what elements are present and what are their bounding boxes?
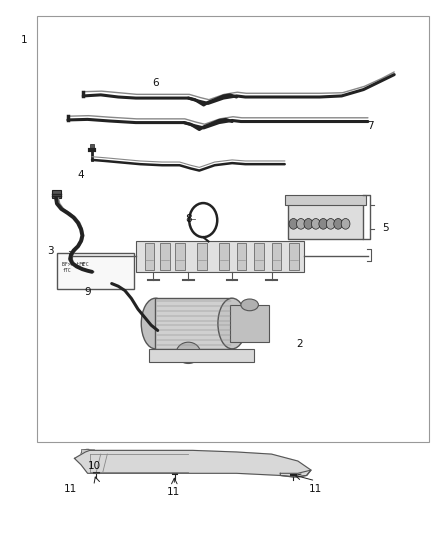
Bar	[207, 241, 212, 245]
Bar	[289, 243, 299, 270]
Bar	[197, 243, 207, 270]
Ellipse shape	[241, 299, 258, 311]
Bar	[254, 243, 264, 270]
Bar	[149, 349, 254, 362]
Bar	[155, 298, 232, 349]
Text: 2: 2	[297, 339, 304, 349]
Text: 3: 3	[47, 246, 54, 255]
Bar	[219, 243, 229, 270]
Text: 11: 11	[64, 484, 77, 494]
Bar	[237, 243, 246, 270]
Bar	[90, 144, 94, 149]
Text: 4: 4	[78, 170, 85, 180]
Text: 11: 11	[166, 488, 180, 497]
Text: fTC: fTC	[62, 268, 71, 273]
Ellipse shape	[176, 342, 200, 364]
Text: 1: 1	[21, 35, 28, 45]
Circle shape	[326, 219, 335, 229]
Polygon shape	[280, 470, 311, 477]
Bar	[88, 267, 98, 274]
Bar	[175, 243, 185, 270]
Ellipse shape	[141, 298, 170, 349]
Circle shape	[334, 219, 343, 229]
Text: 8: 8	[185, 214, 192, 223]
Text: 11: 11	[309, 484, 322, 494]
Text: 9: 9	[84, 287, 91, 296]
Circle shape	[319, 219, 328, 229]
Bar	[285, 195, 366, 205]
Circle shape	[311, 219, 320, 229]
Bar	[136, 241, 304, 272]
Bar	[57, 253, 134, 289]
Text: 6: 6	[152, 78, 159, 87]
Bar	[230, 305, 269, 342]
Text: 7: 7	[367, 122, 374, 131]
Text: BF>> tFC: BF>> tFC	[62, 262, 85, 267]
Circle shape	[297, 219, 305, 229]
Circle shape	[304, 219, 313, 229]
Bar	[81, 449, 94, 459]
Bar	[272, 243, 281, 270]
Bar	[52, 190, 61, 198]
Bar	[160, 243, 170, 270]
Bar	[288, 200, 363, 239]
Circle shape	[341, 219, 350, 229]
Bar	[145, 243, 154, 270]
Text: tFC: tFC	[81, 262, 90, 267]
Polygon shape	[74, 450, 311, 477]
Circle shape	[289, 219, 298, 229]
Bar	[37, 16, 429, 442]
Text: 10: 10	[88, 462, 101, 471]
Ellipse shape	[81, 449, 94, 459]
Ellipse shape	[218, 298, 246, 349]
Text: 5: 5	[382, 223, 389, 233]
